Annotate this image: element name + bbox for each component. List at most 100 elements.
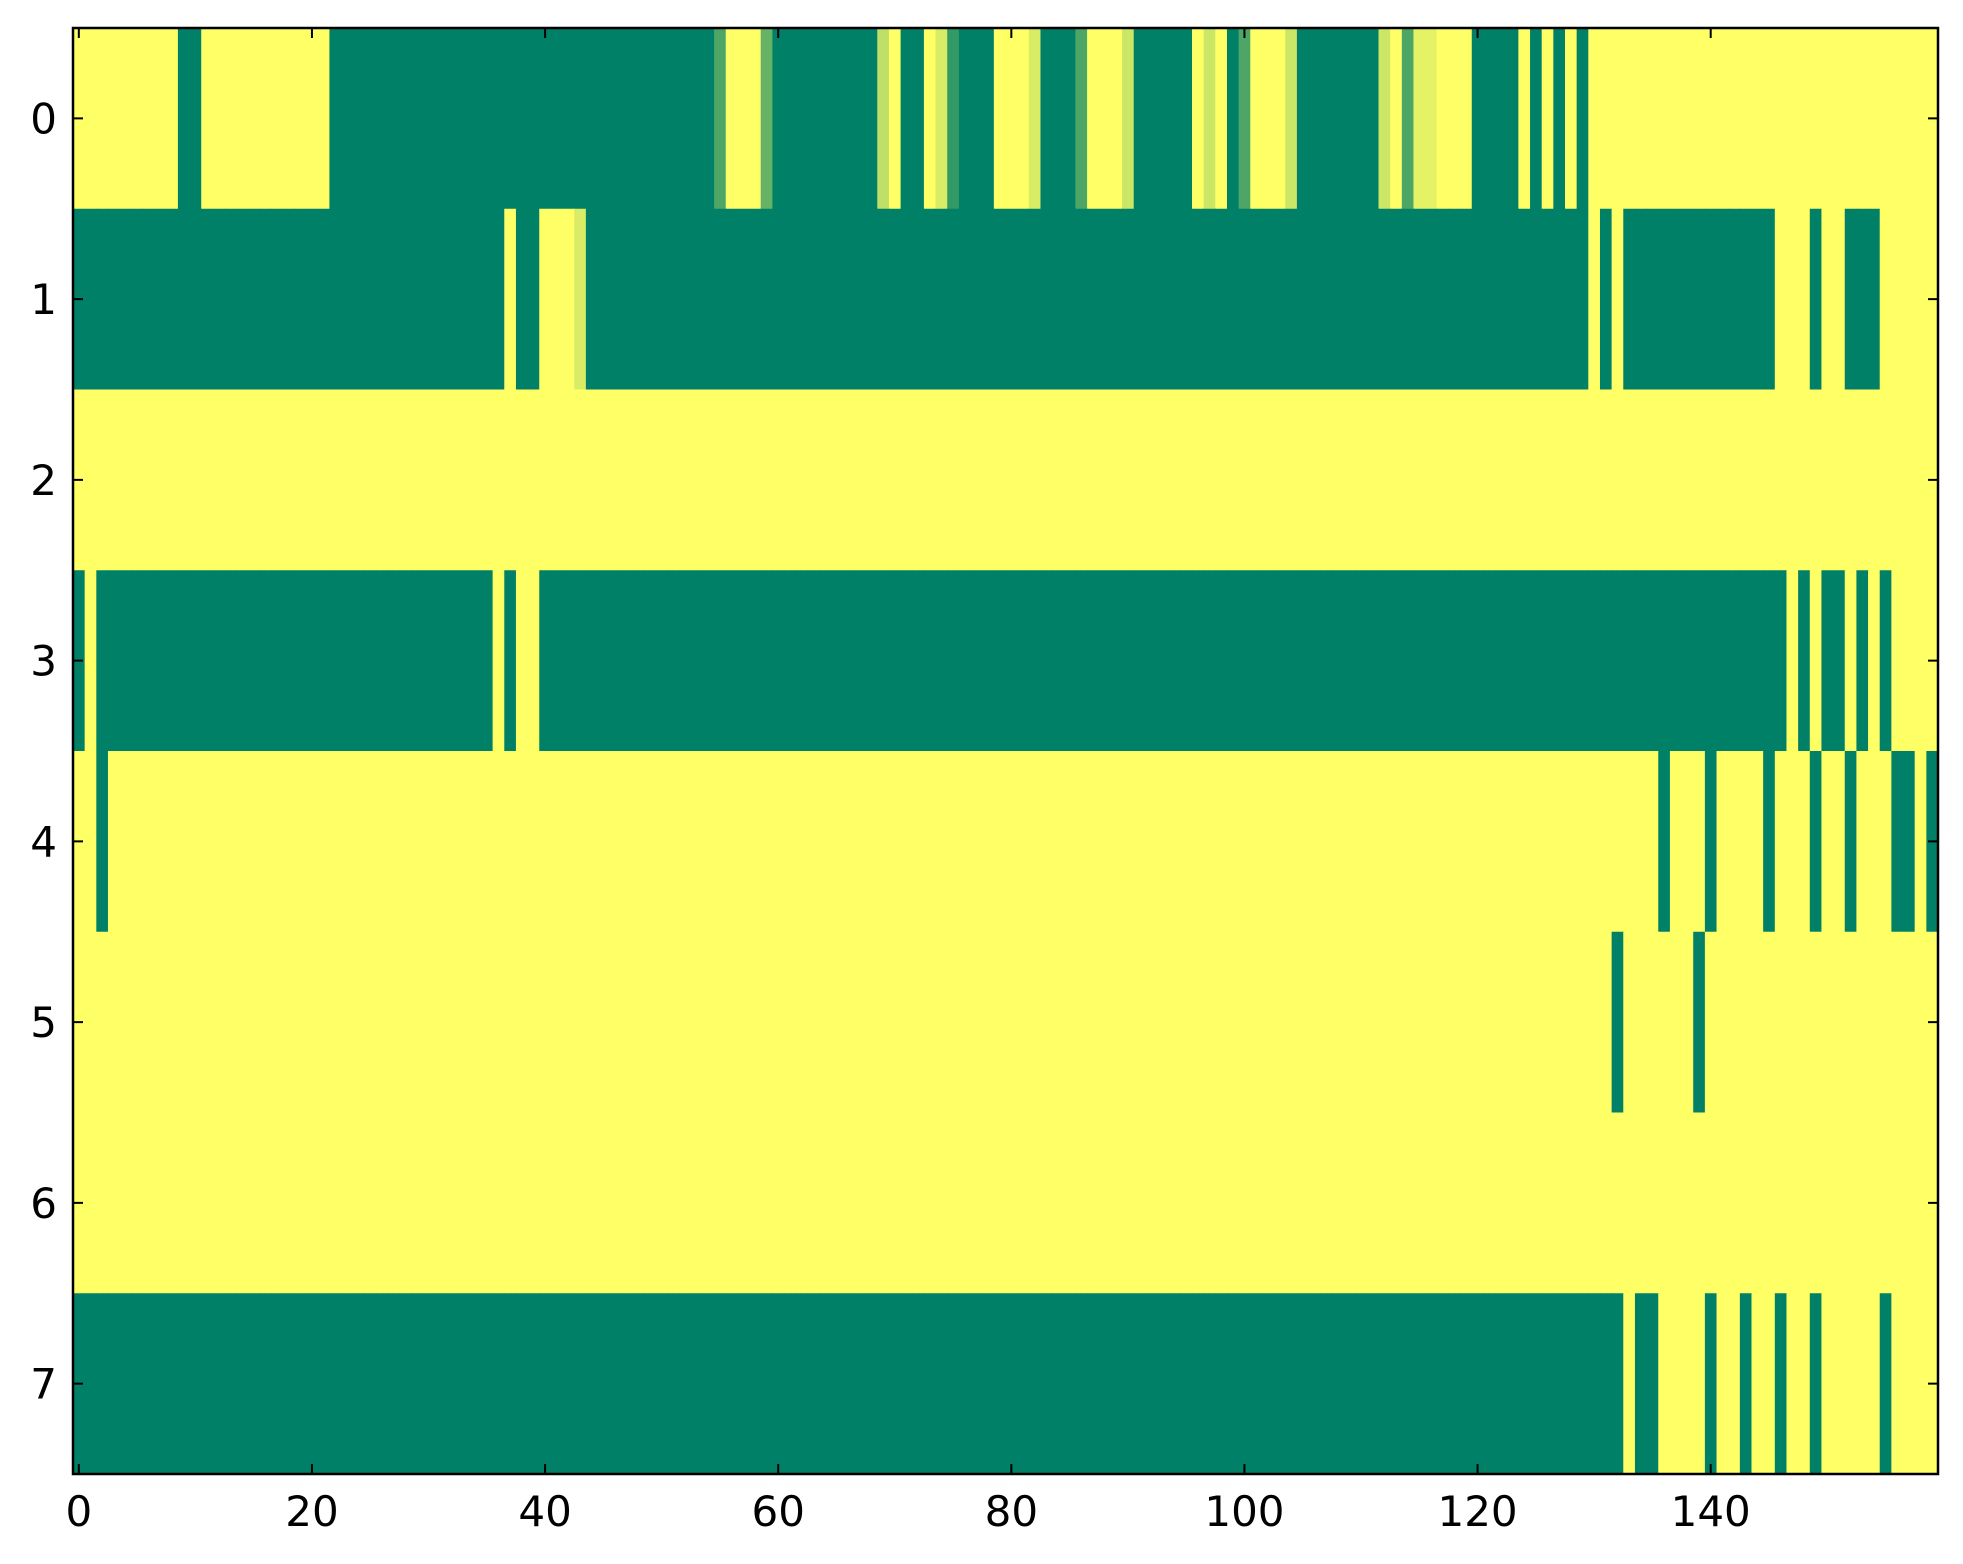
heatmap-cell <box>609 570 622 752</box>
heatmap-cell <box>107 751 121 933</box>
heatmap-cell <box>457 28 470 210</box>
heatmap-cell <box>1716 389 1729 571</box>
heatmap-cell <box>282 570 296 752</box>
heatmap-cell <box>935 1112 948 1294</box>
heatmap-cell <box>364 1293 377 1474</box>
plot-frame <box>71 26 1940 1476</box>
heatmap-cell <box>201 389 214 571</box>
heatmap-cell <box>819 570 832 752</box>
heatmap-cell <box>609 931 622 1114</box>
heatmap-cell <box>1157 208 1170 391</box>
heatmap-cell <box>1296 1112 1310 1294</box>
heatmap-cell <box>1273 389 1286 571</box>
heatmap-cell <box>1157 1112 1170 1294</box>
heatmap-cell <box>1250 208 1263 391</box>
heatmap-cell <box>1017 208 1030 391</box>
heatmap-cell <box>725 570 739 752</box>
heatmap-cell <box>119 28 132 210</box>
heatmap-cell <box>189 570 202 752</box>
heatmap-cell <box>236 751 249 933</box>
heatmap-cell <box>154 208 167 391</box>
heatmap-cell <box>96 751 109 933</box>
heatmap-cell <box>480 1112 494 1294</box>
heatmap-cell <box>1833 1293 1846 1474</box>
heatmap-cell <box>1891 931 1904 1114</box>
heatmap-cell <box>830 1112 843 1294</box>
heatmap-cell <box>1716 570 1729 752</box>
heatmap-cell <box>900 931 913 1114</box>
heatmap-cell <box>597 570 610 752</box>
heatmap-cell <box>1471 389 1485 571</box>
heatmap-cell <box>772 570 785 752</box>
heatmap-cell <box>1599 931 1613 1114</box>
heatmap-cell <box>1180 28 1193 210</box>
heatmap-cell <box>399 931 412 1114</box>
heatmap-cell <box>107 208 121 391</box>
heatmap-cell <box>1623 931 1636 1114</box>
heatmap-cell <box>900 1293 913 1474</box>
heatmap-cell <box>1250 389 1263 571</box>
heatmap-cell <box>399 570 412 752</box>
heatmap-cell <box>1518 1112 1531 1294</box>
heatmap-cell <box>1576 931 1589 1114</box>
heatmap-cell <box>1483 931 1496 1114</box>
heatmap-cell <box>947 931 960 1114</box>
heatmap-cell <box>1145 28 1158 210</box>
heatmap-cell <box>236 1293 249 1474</box>
heatmap-cell <box>1203 1112 1216 1294</box>
heatmap-cell <box>1285 389 1298 571</box>
heatmap-cell <box>317 570 331 752</box>
heatmap-cell <box>550 931 564 1114</box>
heatmap-cell <box>154 570 167 752</box>
heatmap-cell <box>958 1112 972 1294</box>
heatmap-cell <box>842 208 855 391</box>
heatmap-cell <box>1669 389 1683 571</box>
heatmap-cell <box>1122 1293 1135 1474</box>
heatmap-cell <box>294 931 307 1114</box>
heatmap-cell <box>970 208 983 391</box>
heatmap-cell <box>1157 570 1170 752</box>
heatmap-cell <box>1483 1293 1496 1474</box>
heatmap-cell <box>620 931 634 1114</box>
heatmap-cell <box>1040 208 1053 391</box>
heatmap-cell <box>1856 389 1869 571</box>
heatmap-cell <box>1133 208 1146 391</box>
heatmap-cell <box>1401 931 1415 1114</box>
heatmap-cell <box>247 1112 261 1294</box>
heatmap-cell <box>1285 931 1298 1114</box>
heatmap-cell <box>1669 1293 1683 1474</box>
heatmap-cell <box>749 389 762 571</box>
heatmap-cell <box>1844 931 1858 1114</box>
heatmap-cell <box>807 208 820 391</box>
heatmap-cell <box>1366 389 1380 571</box>
heatmap-cell <box>702 1293 715 1474</box>
heatmap-cell <box>1879 208 1892 391</box>
heatmap-cell <box>1506 570 1519 752</box>
heatmap-cell <box>1180 570 1193 752</box>
heatmap-cell <box>1040 28 1053 210</box>
heatmap-cell <box>1809 751 1823 933</box>
heatmap-cell <box>1879 1293 1892 1474</box>
heatmap-cell <box>667 1112 680 1294</box>
heatmap-cell <box>1751 1293 1764 1474</box>
heatmap-cell <box>690 751 704 933</box>
heatmap-cell <box>1646 208 1659 391</box>
heatmap-cell <box>329 389 342 571</box>
heatmap-cell <box>177 1293 191 1474</box>
heatmap-cell <box>947 1293 960 1474</box>
heatmap-cell <box>411 208 424 391</box>
heatmap-cell <box>1413 931 1426 1114</box>
heatmap-cell <box>236 208 249 391</box>
heatmap-cell <box>259 389 272 571</box>
heatmap-cell <box>562 570 575 752</box>
heatmap-cell <box>807 570 820 752</box>
heatmap-cell <box>1611 751 1624 933</box>
heatmap-cell <box>1192 751 1205 933</box>
heatmap-cell <box>772 389 785 571</box>
heatmap-cell <box>1250 1293 1263 1474</box>
heatmap-cell <box>1087 931 1100 1114</box>
heatmap-cell <box>1331 1112 1345 1294</box>
heatmap-cell <box>1798 751 1811 933</box>
heatmap-cell <box>1681 751 1694 933</box>
heatmap-cell <box>574 28 587 210</box>
